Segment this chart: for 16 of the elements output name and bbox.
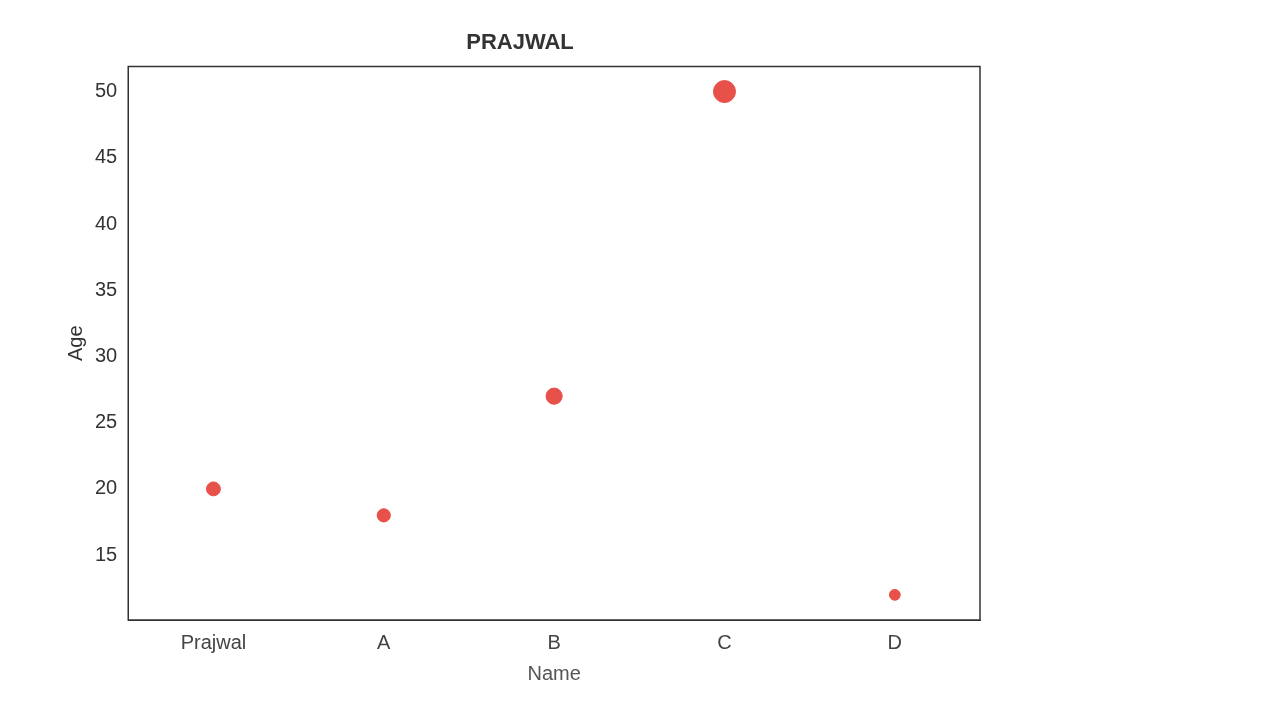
- y-tick-label: 35: [95, 277, 118, 300]
- y-tick-label: 15: [95, 542, 118, 565]
- x-tick-label: Prajwal: [180, 630, 247, 653]
- y-tick-label: 30: [95, 343, 118, 366]
- y-tick-label: 40: [95, 211, 118, 234]
- x-tick-label: C: [717, 630, 732, 653]
- chart-title: PRAJWAL: [466, 29, 574, 55]
- x-axis-title: Name: [527, 661, 581, 684]
- x-tick-label: A: [377, 630, 392, 653]
- y-tick-label: 50: [95, 79, 118, 102]
- y-tick-label: 25: [95, 410, 118, 433]
- x-tick-label: D: [887, 630, 903, 653]
- y-tick-label: 20: [95, 476, 118, 499]
- x-tick-label: B: [547, 630, 561, 653]
- y-axis-title: Age: [63, 325, 86, 361]
- y-tick-label: 45: [95, 145, 118, 168]
